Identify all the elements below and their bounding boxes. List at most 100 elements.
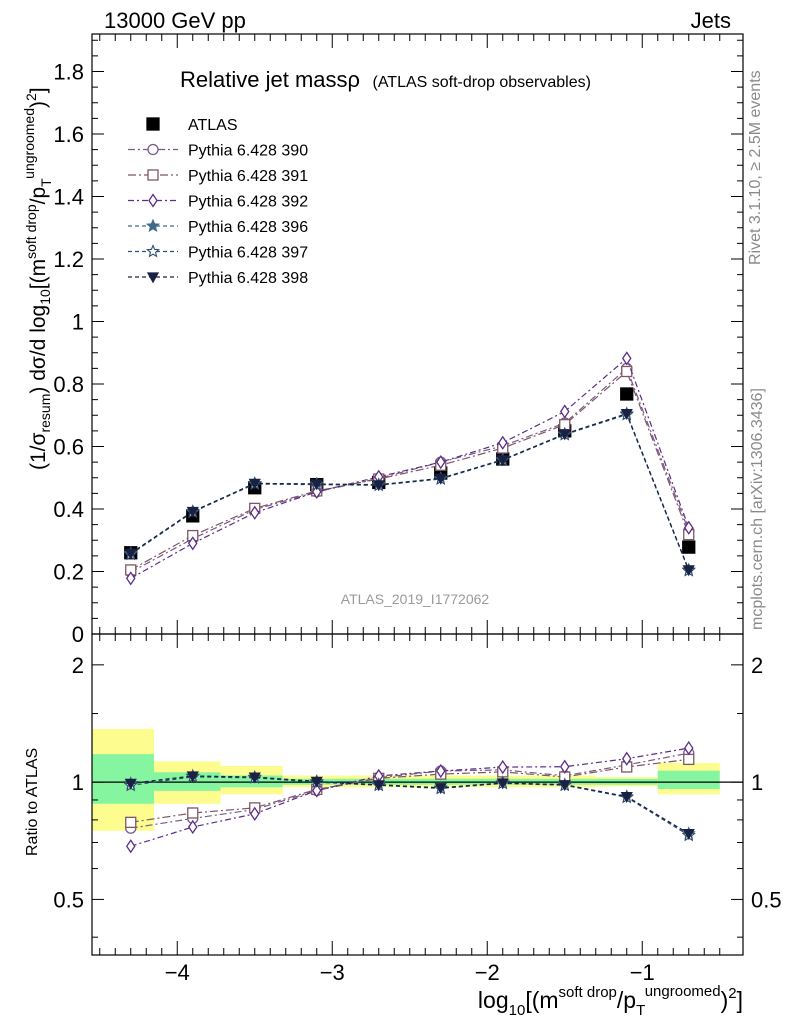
point-marker xyxy=(146,117,160,131)
analysis-watermark: ATLAS_2019_I1772062 xyxy=(341,591,490,607)
ratio-uncertainty-bands xyxy=(92,728,720,831)
series-line xyxy=(130,413,690,571)
point-marker xyxy=(682,565,695,577)
point-marker xyxy=(124,548,137,560)
plot-title: Relative jet massρ (ATLAS soft-drop obse… xyxy=(180,67,591,92)
ratio-band-green xyxy=(657,770,720,790)
series-line xyxy=(130,357,690,579)
point-marker xyxy=(620,791,633,803)
point-marker xyxy=(311,783,322,798)
rivet-label: Rivet 3.1.10, ≥ 2.5M events xyxy=(747,70,764,265)
axis-ticks: 0 0.2 0.4 0.6 0.8 1 1.2 1.4 1.6 1.8 0.5 0.5 1 1 2 2 −4 −3… xyxy=(53,34,782,985)
x-tick-label: −4 xyxy=(165,960,190,985)
point-marker xyxy=(148,193,158,208)
legend: ATLAS Pythia 6.428 390 Pythia 6.428 391 Pyt… xyxy=(128,117,308,287)
x-tick-label: −1 xyxy=(630,960,655,985)
y-tick-label: 0.4 xyxy=(53,497,84,522)
point-marker xyxy=(683,520,694,535)
point-marker xyxy=(147,143,159,156)
point-marker xyxy=(145,218,161,233)
ratio-tick-label: 0.5 xyxy=(53,887,84,912)
point-marker xyxy=(125,839,136,854)
point-marker xyxy=(248,478,261,490)
point-marker xyxy=(682,540,696,554)
point-marker xyxy=(310,479,323,491)
point-marker xyxy=(682,829,695,841)
point-marker xyxy=(621,351,632,366)
legend-label: Pythia 6.428 391 xyxy=(188,168,308,185)
ratio-tick-label: 2 xyxy=(72,653,84,678)
point-marker xyxy=(496,455,509,467)
legend-label: Pythia 6.428 392 xyxy=(188,194,308,211)
point-marker xyxy=(186,506,199,518)
y-tick-label: 0.8 xyxy=(53,372,84,397)
point-marker xyxy=(683,753,695,766)
legend-item: Pythia 6.428 398 xyxy=(128,270,308,287)
point-marker xyxy=(187,819,198,835)
ratio-tick-label-right: 1 xyxy=(751,770,763,795)
axes-frames xyxy=(91,33,744,956)
y-tick-label: 0 xyxy=(72,622,84,647)
y-tick-label: 1.6 xyxy=(53,122,84,147)
point-marker xyxy=(496,778,509,790)
ratio-line xyxy=(130,758,689,823)
series-s392 xyxy=(125,351,694,854)
ratio-tick-label: 1 xyxy=(72,770,84,795)
plot-title-main: Relative jet massρ xyxy=(180,67,360,92)
legend-item: Pythia 6.428 390 xyxy=(128,143,308,160)
point-marker xyxy=(621,365,633,378)
ratio-line xyxy=(130,752,689,829)
series-line xyxy=(130,412,690,571)
ratio-line xyxy=(130,747,689,847)
point-marker xyxy=(248,772,261,784)
series-line xyxy=(130,367,690,573)
header-energy-label: 13000 GeV pp xyxy=(104,8,246,33)
point-marker xyxy=(497,759,508,775)
ratio-band-green xyxy=(92,754,154,804)
point-marker xyxy=(146,272,160,284)
point-marker xyxy=(125,816,137,828)
point-marker xyxy=(249,505,260,520)
legend-label: Pythia 6.428 390 xyxy=(188,143,308,160)
y-tick-label: 1.4 xyxy=(53,185,84,210)
legend-label: Pythia 6.428 396 xyxy=(188,219,308,236)
point-marker xyxy=(147,169,159,181)
ratio-y-axis-label: Ratio to ATLAS xyxy=(24,748,41,856)
legend-label: Pythia 6.428 398 xyxy=(188,270,308,287)
point-marker xyxy=(435,763,446,779)
data-series xyxy=(123,351,696,854)
legend-item: Pythia 6.428 392 xyxy=(128,193,308,211)
point-marker xyxy=(249,806,260,822)
point-marker xyxy=(559,404,570,419)
point-marker xyxy=(434,473,447,485)
point-marker xyxy=(683,740,694,756)
plot-title-sub: (ATLAS soft-drop observables) xyxy=(372,74,590,91)
point-marker xyxy=(372,480,385,492)
series-line xyxy=(130,370,690,571)
point-marker xyxy=(187,807,199,819)
point-marker xyxy=(497,435,508,450)
header-jets-label: Jets xyxy=(691,8,731,33)
legend-item: Pythia 6.428 396 xyxy=(128,218,308,236)
point-marker xyxy=(125,571,136,586)
point-marker xyxy=(310,776,323,788)
point-marker xyxy=(372,780,385,792)
x-tick-label: −3 xyxy=(320,960,345,985)
point-marker xyxy=(558,429,571,441)
point-marker xyxy=(186,771,199,783)
point-marker xyxy=(124,778,137,790)
series-line xyxy=(130,412,690,571)
legend-label: ATLAS xyxy=(188,117,238,134)
x-axis-label: log10[(msoft drop/pTungroomed)2] xyxy=(478,983,743,1019)
y-tick-label: 1.2 xyxy=(53,247,84,272)
y-tick-label: 0.2 xyxy=(53,560,84,585)
point-marker xyxy=(559,759,570,774)
legend-item: Pythia 6.428 391 xyxy=(128,168,308,185)
ratio-plot-frame xyxy=(91,633,744,956)
y-tick-label: 0.6 xyxy=(53,435,84,460)
ratio-line xyxy=(130,776,690,836)
y-tick-label: 1.8 xyxy=(53,60,84,85)
y-tick-label: 1 xyxy=(72,310,84,335)
legend-item: Pythia 6.428 397 xyxy=(128,244,308,262)
